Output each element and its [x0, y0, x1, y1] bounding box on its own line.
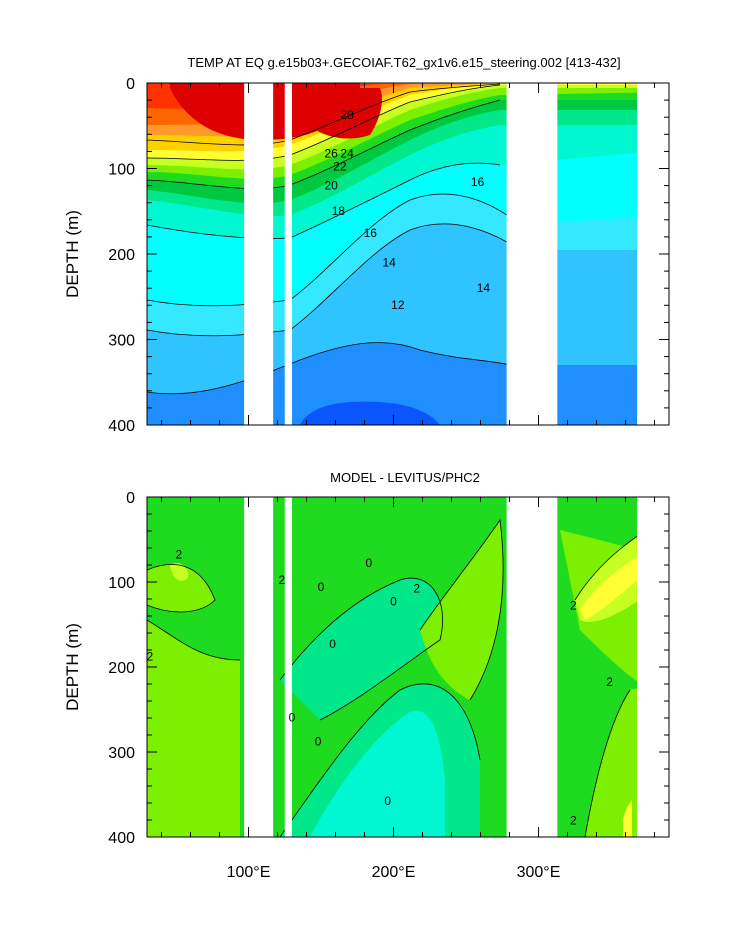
diff-contour-zero-lower	[279, 683, 481, 837]
y-axis-label: DEPTH (m)	[63, 210, 82, 298]
contour-label: 0	[329, 637, 336, 651]
x-axis: 100°E 200°E 300°E	[161, 497, 655, 881]
contour-label: 2	[147, 650, 154, 664]
contour-label: 26	[324, 147, 338, 161]
y-tick-label: 400	[108, 830, 135, 847]
x-tick-label: 200°E	[372, 864, 416, 881]
difference-panel: MODEL - LEVITUS/PHC2	[63, 470, 670, 881]
temp-contour-10	[147, 342, 511, 395]
contour-label: 2	[570, 599, 577, 613]
contour-label: 2	[606, 675, 613, 689]
y-tick-label: 200	[108, 247, 135, 264]
temp-contour-22	[147, 84, 501, 161]
y-axis-label: DEPTH (m)	[63, 623, 82, 711]
x-tick-label: 100°E	[227, 864, 271, 881]
y-tick-label: 300	[108, 745, 135, 762]
diff-west-peak	[170, 563, 189, 581]
y-tick-label: 0	[126, 76, 135, 93]
missing-data-column	[244, 497, 274, 837]
temp-contour-26	[147, 83, 501, 146]
missing-data-mask	[244, 497, 669, 837]
contour-label: 24	[340, 147, 354, 161]
missing-data-column	[506, 497, 558, 837]
y-tick-label: 400	[108, 418, 135, 435]
difference-field	[147, 497, 669, 837]
temp-contour-13	[147, 223, 521, 337]
y-axis: 0 100 200 300 400	[108, 76, 669, 435]
diff-contour-zero-upper	[279, 577, 443, 721]
missing-data-column	[244, 83, 274, 425]
contour-label: 0	[366, 556, 373, 570]
contour-label: 0	[315, 735, 322, 749]
temp-band-9	[300, 401, 440, 425]
diff-west-positive	[147, 620, 240, 837]
missing-data-column	[284, 83, 292, 425]
y-tick-label: 100	[108, 162, 135, 179]
diff-central-core	[310, 710, 445, 837]
chart-title: MODEL - LEVITUS/PHC2	[330, 470, 480, 485]
x-axis	[161, 83, 655, 425]
diff-contour-west	[147, 564, 216, 613]
y-tick-label: 200	[108, 660, 135, 677]
contour-label: 16	[471, 175, 485, 189]
diff-central-upper	[280, 578, 443, 720]
diff-east-positive	[420, 520, 504, 700]
diff-contour-labels: 2 2 2 0 0 0 0 0 0 0 2 2 2 2	[147, 548, 614, 828]
contour-label: 2	[176, 548, 183, 562]
missing-data-column	[506, 83, 558, 425]
x-tick-label: 300°E	[517, 864, 561, 881]
contour-label: 12	[391, 298, 405, 312]
contour-label: 18	[332, 204, 346, 218]
contour-label: 0	[390, 594, 397, 608]
contour-label: 22	[333, 160, 347, 174]
contour-label: 0	[318, 580, 325, 594]
temp-contour-16	[147, 162, 501, 239]
contour-label: 14	[382, 255, 396, 269]
diff-contour-far-east-deep	[584, 689, 631, 837]
temp-contour-19	[147, 99, 501, 190]
y-tick-label: 0	[126, 490, 135, 507]
diff-contour-west-lower	[147, 619, 241, 661]
contour-label: 2	[570, 814, 577, 828]
contour-label: 2	[413, 582, 420, 596]
diff-contour-east	[419, 518, 504, 701]
diff-west-upper	[147, 564, 215, 612]
contour-label: 14	[477, 281, 491, 295]
temperature-field	[147, 83, 669, 425]
contour-label: 0	[384, 794, 391, 808]
missing-data-column	[284, 497, 292, 837]
contour-label: 2	[279, 573, 286, 587]
diff-far-east-peak	[580, 550, 650, 620]
y-tick-label: 100	[108, 575, 135, 592]
temp-contour-14	[147, 193, 521, 307]
contour-label: 20	[324, 178, 338, 192]
contour-label: 0	[289, 711, 296, 725]
temperature-panel: TEMP AT EQ g.e15b03+.GECOIAF.T62_gx1v6.e…	[63, 55, 670, 435]
contour-label: 16	[364, 226, 378, 240]
contour-label: 28	[340, 108, 354, 122]
y-tick-label: 300	[108, 333, 135, 350]
diff-bottom-corner	[623, 800, 632, 837]
chart-title: TEMP AT EQ g.e15b03+.GECOIAF.T62_gx1v6.e…	[187, 55, 620, 70]
